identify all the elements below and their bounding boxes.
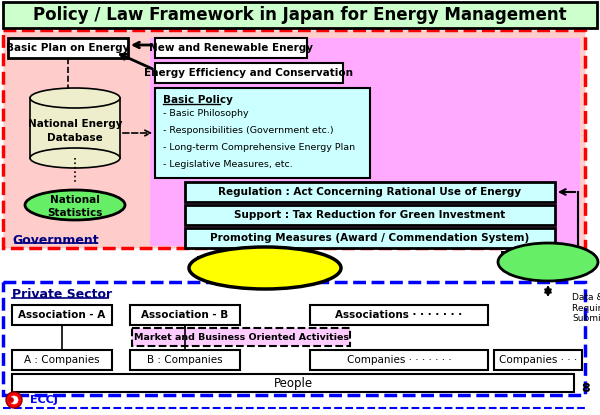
Text: Market and Business Oriented Activities: Market and Business Oriented Activities [133,332,349,342]
Bar [310,350,488,370]
Bar [12,305,112,325]
Bar [494,350,582,370]
Circle shape [8,398,14,403]
Bar [130,305,240,325]
Text: Basic Policy: Basic Policy [163,95,233,105]
Text: A : Companies: A : Companies [24,355,100,365]
Text: Dialogue Opportunities: Dialogue Opportunities [196,256,334,266]
Ellipse shape [189,247,341,289]
Text: B : Companies: B : Companies [147,355,223,365]
Bar [185,205,555,225]
Text: Basic Plan on Energy: Basic Plan on Energy [7,43,130,53]
Text: Report  & Check: Report & Check [500,251,596,261]
Bar [3,2,597,28]
Text: - Responsibilities (Government etc.): - Responsibilities (Government etc.) [163,125,334,134]
Bar [3,30,585,248]
Bar [3,282,585,395]
Ellipse shape [498,243,598,281]
Text: Regulation : Act Concerning Rational Use of Energy: Regulation : Act Concerning Rational Use… [218,187,521,197]
Text: - Legislative Measures, etc.: - Legislative Measures, etc. [163,159,293,168]
Text: System: System [526,265,569,275]
Text: Support : Tax Reduction for Green Investment: Support : Tax Reduction for Green Invest… [235,210,506,220]
Ellipse shape [30,88,120,108]
Bar [150,38,580,246]
Text: Statistics: Statistics [47,208,103,218]
Text: Database: Database [47,133,103,143]
Text: (Committees, etc.): (Committees, etc.) [210,270,320,280]
Text: National: National [50,195,100,205]
Bar [155,38,307,58]
Bar [185,228,555,248]
Text: Energy Efficiency and Conservation: Energy Efficiency and Conservation [145,68,353,78]
Text: Promoting Measures (Award / Commendation System): Promoting Measures (Award / Commendation… [211,233,530,243]
Text: - Basic Philosophy: - Basic Philosophy [163,108,248,117]
Text: Association - B: Association - B [142,310,229,320]
Text: - Long-term Comprehensive Energy Plan: - Long-term Comprehensive Energy Plan [163,142,355,151]
Bar [12,374,574,392]
Text: National Energy: National Energy [28,119,122,129]
Bar [30,98,120,158]
Text: Data & Info.
Required to
Submit: Data & Info. Required to Submit [572,293,600,323]
Text: Companies · · · · · · ·: Companies · · · · · · · [347,355,451,365]
Text: People: People [274,376,313,390]
Bar [185,182,555,202]
Text: Association - A: Association - A [19,310,106,320]
Ellipse shape [30,148,120,168]
Text: ECCJ: ECCJ [30,395,58,405]
Text: New and Renewable Energy: New and Renewable Energy [149,43,313,53]
Text: Associations · · · · · · ·: Associations · · · · · · · [335,310,463,320]
Bar [132,328,350,346]
Bar [155,63,343,83]
Text: Companies · · ·: Companies · · · [499,355,577,365]
Bar [310,305,488,325]
Text: 8: 8 [581,381,590,395]
Text: Private Sector: Private Sector [12,288,112,300]
Bar [12,350,112,370]
Circle shape [6,392,22,408]
Text: Government: Government [12,234,98,247]
Circle shape [10,396,18,404]
Bar [130,350,240,370]
Ellipse shape [25,190,125,220]
Bar [8,38,128,58]
Bar [155,88,370,178]
Text: Policy / Law Framework in Japan for Energy Management: Policy / Law Framework in Japan for Ener… [33,6,567,24]
